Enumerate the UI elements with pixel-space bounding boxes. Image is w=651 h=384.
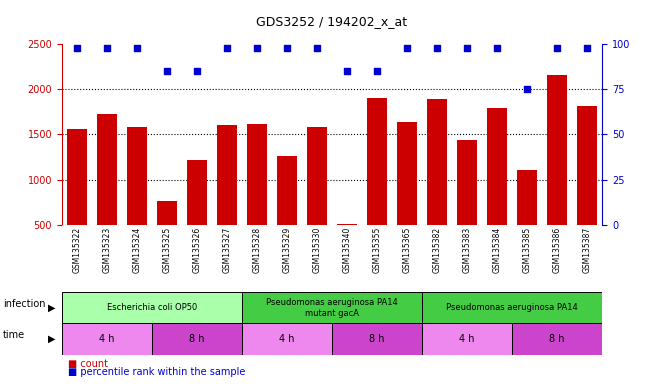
FancyBboxPatch shape [422, 323, 512, 355]
Text: GSM135383: GSM135383 [463, 227, 471, 273]
Text: GSM135385: GSM135385 [523, 227, 532, 273]
Text: GSM135386: GSM135386 [553, 227, 562, 273]
Text: ■ percentile rank within the sample: ■ percentile rank within the sample [68, 367, 245, 377]
Point [252, 45, 262, 51]
Point [402, 45, 412, 51]
Point [161, 68, 172, 74]
Point [582, 45, 592, 51]
Bar [488, 108, 507, 270]
Text: GSM135324: GSM135324 [132, 227, 141, 273]
FancyBboxPatch shape [422, 292, 602, 323]
Point [372, 68, 382, 74]
Point [342, 68, 352, 74]
Text: ■ count: ■ count [68, 359, 108, 369]
Text: 8 h: 8 h [369, 334, 385, 344]
FancyBboxPatch shape [62, 292, 242, 323]
Bar [187, 160, 206, 270]
Text: Pseudomonas aeruginosa PA14: Pseudomonas aeruginosa PA14 [446, 303, 578, 312]
Text: GSM135365: GSM135365 [402, 227, 411, 273]
Text: GSM135387: GSM135387 [583, 227, 592, 273]
Point [191, 68, 202, 74]
Text: GSM135355: GSM135355 [372, 227, 381, 273]
Text: 4 h: 4 h [279, 334, 295, 344]
FancyBboxPatch shape [242, 323, 332, 355]
Bar [307, 127, 327, 270]
Bar [247, 124, 267, 270]
Bar [337, 224, 357, 270]
Bar [67, 129, 87, 270]
Bar [397, 122, 417, 270]
Text: ▶: ▶ [48, 303, 55, 313]
Bar [367, 98, 387, 270]
Text: GSM135327: GSM135327 [223, 227, 232, 273]
Text: 4 h: 4 h [460, 334, 475, 344]
Text: Pseudomonas aeruginosa PA14
mutant gacA: Pseudomonas aeruginosa PA14 mutant gacA [266, 298, 398, 318]
Text: GSM135323: GSM135323 [102, 227, 111, 273]
FancyBboxPatch shape [242, 292, 422, 323]
Bar [277, 156, 297, 270]
FancyBboxPatch shape [152, 323, 242, 355]
Text: time: time [3, 330, 25, 340]
Text: GSM135330: GSM135330 [312, 227, 322, 273]
Point [552, 45, 562, 51]
Bar [458, 140, 477, 270]
Point [432, 45, 442, 51]
Text: GSM135328: GSM135328 [253, 227, 262, 273]
Text: GSM135329: GSM135329 [283, 227, 292, 273]
Point [282, 45, 292, 51]
Text: GSM135340: GSM135340 [342, 227, 352, 273]
FancyBboxPatch shape [62, 323, 152, 355]
FancyBboxPatch shape [512, 323, 602, 355]
Point [72, 45, 82, 51]
Text: 8 h: 8 h [549, 334, 565, 344]
Text: ▶: ▶ [48, 334, 55, 344]
Text: Escherichia coli OP50: Escherichia coli OP50 [107, 303, 197, 312]
Bar [518, 170, 537, 270]
Point [492, 45, 503, 51]
Point [132, 45, 142, 51]
Text: infection: infection [3, 299, 46, 309]
Text: GDS3252 / 194202_x_at: GDS3252 / 194202_x_at [256, 15, 408, 28]
Text: 4 h: 4 h [99, 334, 115, 344]
Text: GSM135326: GSM135326 [193, 227, 201, 273]
Point [102, 45, 112, 51]
Text: 8 h: 8 h [189, 334, 204, 344]
Text: GSM135384: GSM135384 [493, 227, 502, 273]
Bar [427, 99, 447, 270]
Bar [547, 75, 567, 270]
Bar [157, 201, 176, 270]
Point [222, 45, 232, 51]
Text: GSM135325: GSM135325 [162, 227, 171, 273]
FancyBboxPatch shape [332, 323, 422, 355]
Point [522, 86, 533, 92]
Bar [217, 125, 237, 270]
Text: GSM135382: GSM135382 [432, 227, 441, 273]
Bar [97, 114, 117, 270]
Point [462, 45, 473, 51]
Text: GSM135322: GSM135322 [72, 227, 81, 273]
Point [312, 45, 322, 51]
Bar [127, 127, 146, 270]
Bar [577, 106, 597, 270]
